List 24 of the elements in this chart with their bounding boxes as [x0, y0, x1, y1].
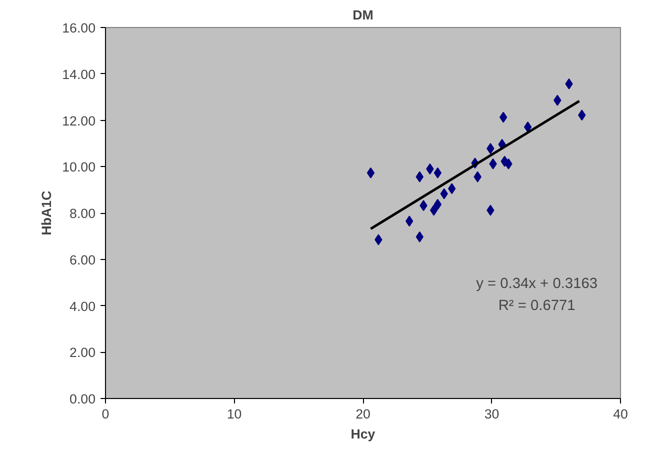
chart-title: DM: [352, 8, 374, 22]
x-axis-title: Hcy: [350, 426, 376, 442]
y-axis-title: HbA1C: [39, 190, 54, 236]
x-tick-label: 10: [226, 406, 242, 422]
annotation: R² = 0.6771: [498, 298, 576, 314]
y-tick-label: 0.00: [70, 392, 96, 406]
x-tick-label: 0: [102, 406, 110, 422]
y-tick-label: 2.00: [70, 345, 96, 360]
y-tick-label: 14.00: [62, 66, 96, 82]
y-tick-label: 12.00: [62, 113, 96, 128]
point: [430, 204, 438, 216]
point: [434, 167, 442, 178]
annotation: y = 0.34x + 0.3163: [476, 276, 598, 292]
y-tick-label: 6.00: [70, 252, 96, 268]
x-tick-label: 20: [356, 406, 370, 422]
y-tick-label: 16.00: [62, 20, 96, 36]
x-tick-label: 40: [613, 406, 628, 422]
y-tick-label: 10.00: [62, 160, 96, 175]
y-tick-label: 4.00: [70, 298, 96, 314]
point: [524, 121, 532, 132]
x-tick-label: 30: [484, 406, 500, 422]
point: [366, 167, 375, 178]
point: [434, 198, 442, 210]
y-tick-label: 8.00: [70, 206, 96, 221]
